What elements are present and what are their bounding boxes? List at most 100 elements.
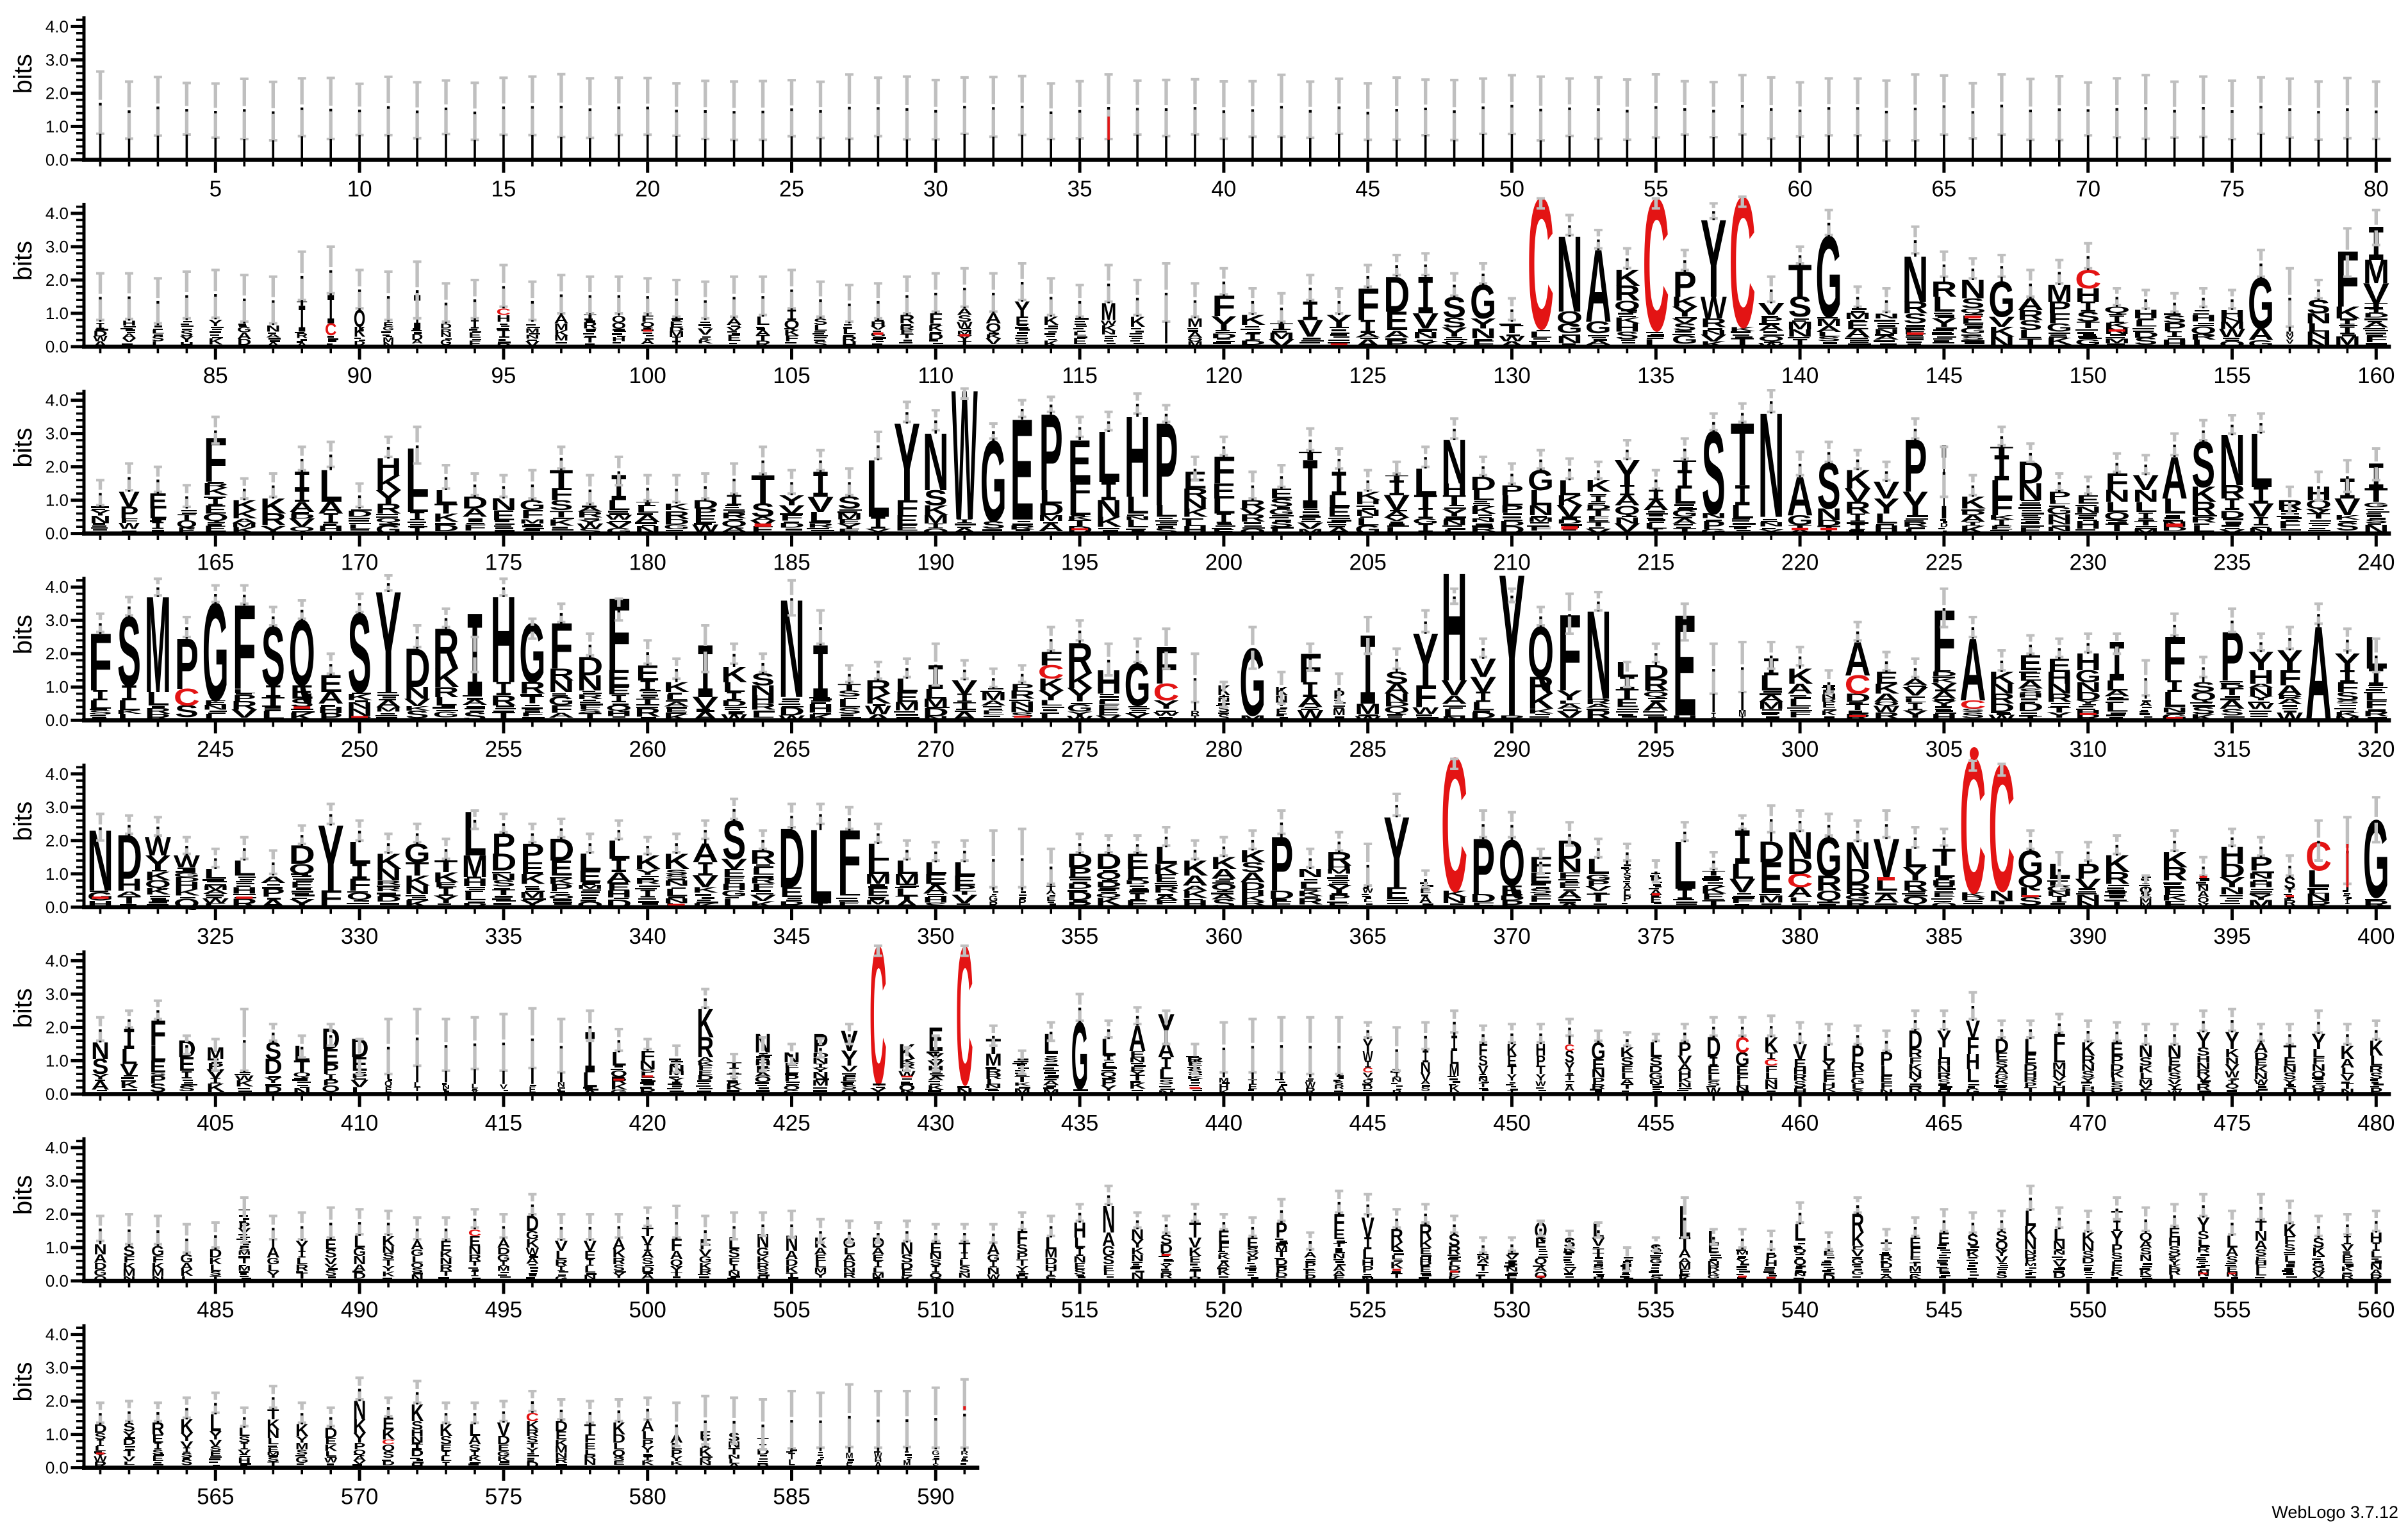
svg-text:I: I [2366, 308, 2386, 315]
svg-text:R: R [1239, 498, 1266, 511]
svg-text:A: A [318, 499, 344, 517]
svg-text:H: H [1441, 481, 1467, 499]
svg-text:560: 560 [2357, 1298, 2395, 1323]
svg-text:1.0: 1.0 [45, 1425, 69, 1444]
svg-text:M: M [1845, 310, 1871, 321]
svg-text:K: K [1988, 324, 2015, 340]
svg-text:H: H [1355, 499, 1381, 506]
svg-text:W: W [1706, 1086, 1721, 1096]
svg-text:K: K [985, 333, 1002, 340]
svg-text:K: K [1556, 493, 1583, 509]
svg-text:K: K [1067, 515, 1093, 522]
svg-text:H: H [1535, 1041, 1546, 1060]
svg-text:L: L [607, 497, 631, 513]
svg-text:585: 585 [773, 1485, 810, 1510]
svg-text:390: 390 [2069, 924, 2106, 949]
svg-text:Q: Q [985, 320, 1002, 334]
svg-text:E: E [1046, 896, 1056, 903]
svg-text:A: A [1383, 329, 1410, 340]
svg-text:S: S [1615, 329, 1639, 342]
svg-text:K: K [180, 1416, 194, 1437]
svg-text:4.0: 4.0 [45, 204, 69, 223]
svg-text:515: 515 [1061, 1298, 1098, 1323]
svg-text:C: C [870, 905, 887, 1126]
svg-text:A: A [1845, 327, 1871, 340]
svg-text:D: D [1038, 500, 1064, 519]
svg-text:V: V [2286, 335, 2294, 342]
svg-text:450: 450 [1493, 1110, 1530, 1135]
svg-text:W: W [577, 522, 603, 530]
svg-text:R: R [899, 313, 915, 326]
svg-text:320: 320 [2357, 737, 2395, 762]
svg-text:V: V [1383, 516, 1410, 522]
svg-text:95: 95 [491, 363, 516, 388]
svg-text:D: D [663, 517, 689, 526]
svg-text:E: E [468, 339, 481, 349]
svg-text:S: S [123, 1421, 135, 1435]
svg-text:L: L [1644, 337, 1668, 349]
svg-text:250: 250 [341, 737, 378, 762]
svg-text:I: I [671, 340, 682, 349]
svg-text:K: K [1096, 514, 1122, 530]
svg-text:I: I [2107, 632, 2127, 698]
svg-text:W: W [692, 522, 718, 534]
svg-text:A: A [952, 527, 978, 535]
svg-text:460: 460 [1781, 1110, 1818, 1135]
svg-text:M: M [231, 522, 258, 529]
svg-text:F: F [928, 311, 943, 327]
svg-text:F: F [1529, 525, 1553, 532]
svg-text:L: L [1073, 331, 1087, 336]
svg-text:L: L [1817, 331, 1841, 338]
svg-text:4.0: 4.0 [45, 951, 69, 970]
svg-text:G: G [440, 338, 452, 347]
svg-text:WebLogo 3.7.12: WebLogo 3.7.12 [2272, 1503, 2398, 1522]
svg-text:270: 270 [917, 737, 954, 762]
svg-text:70: 70 [2075, 176, 2100, 201]
svg-text:160: 160 [2357, 363, 2395, 388]
svg-text:W: W [1101, 320, 1117, 327]
svg-text:V: V [1988, 313, 2015, 329]
svg-text:E: E [204, 524, 227, 534]
svg-text:G: G [1672, 333, 1698, 347]
svg-text:500: 500 [629, 1298, 666, 1323]
svg-text:S: S [180, 329, 193, 338]
svg-text:Y: Y [260, 523, 286, 536]
svg-text:K: K [2104, 321, 2131, 329]
svg-text:T: T [434, 500, 458, 516]
svg-text:I: I [868, 514, 887, 534]
svg-text:E: E [1073, 336, 1087, 346]
svg-text:D: D [1585, 503, 1612, 511]
svg-text:A: A [260, 875, 286, 886]
svg-text:C: C [325, 319, 337, 338]
svg-text:R: R [440, 329, 452, 334]
svg-text:Q: Q [1187, 337, 1203, 343]
svg-text:R: R [899, 324, 915, 331]
svg-text:465: 465 [1926, 1110, 1963, 1135]
svg-text:A: A [721, 525, 747, 533]
svg-text:F: F [2278, 519, 2302, 531]
svg-text:Y: Y [1499, 533, 1525, 759]
svg-text:400: 400 [2357, 924, 2395, 949]
svg-text:A: A [266, 341, 281, 349]
svg-text:Y: Y [208, 317, 223, 328]
svg-text:A: A [1304, 1250, 1317, 1259]
svg-text:T: T [1500, 323, 1524, 336]
svg-text:I: I [1790, 337, 1810, 350]
svg-text:M: M [383, 336, 394, 344]
svg-text:K: K [375, 471, 402, 495]
svg-text:R: R [577, 510, 603, 520]
svg-text:I: I [926, 523, 945, 531]
svg-text:Y: Y [1412, 340, 1439, 349]
svg-text:30: 30 [923, 176, 948, 201]
svg-text:S: S [2163, 313, 2186, 326]
svg-text:G: G [1585, 318, 1612, 337]
svg-text:H: H [612, 336, 627, 343]
svg-text:275: 275 [1061, 737, 1098, 762]
svg-text:220: 220 [1781, 550, 1818, 575]
svg-text:I: I [786, 308, 797, 325]
svg-text:F: F [1788, 710, 1812, 719]
svg-text:S: S [1015, 338, 1029, 346]
svg-text:F: F [463, 522, 486, 532]
svg-text:A: A [231, 517, 258, 525]
svg-text:N: N [1787, 327, 1813, 339]
